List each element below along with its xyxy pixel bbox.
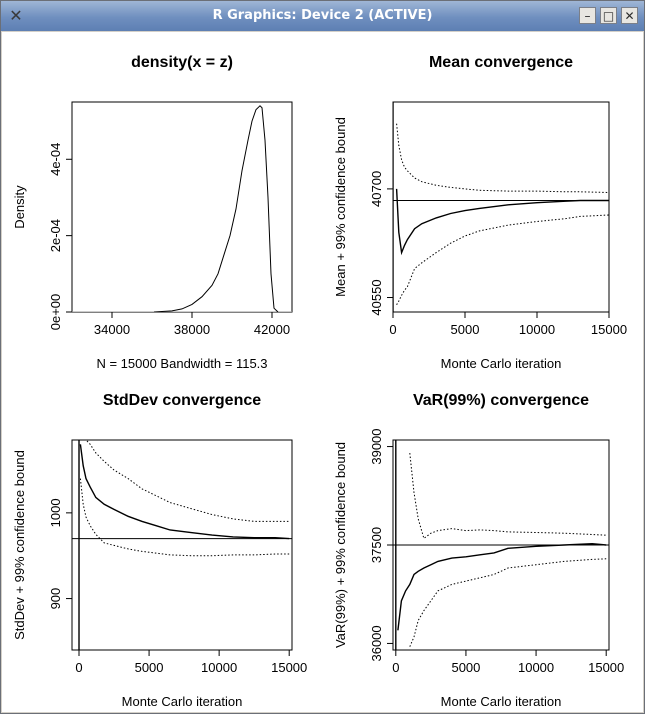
x-tick-label: 34000 bbox=[94, 322, 130, 337]
x-icon[interactable]: ✕ bbox=[9, 6, 23, 25]
minimize-icon: – bbox=[584, 9, 591, 23]
x-tick-label: 10000 bbox=[518, 660, 554, 675]
x-tick-label: 5000 bbox=[135, 660, 164, 675]
x-axis-label: Monte Carlo iteration bbox=[441, 356, 562, 371]
plot-content bbox=[393, 102, 609, 312]
upper-bound-line bbox=[409, 453, 607, 540]
upper-bound-line bbox=[396, 123, 609, 193]
upper-bound-line bbox=[80, 440, 290, 522]
y-tick-label: 0e+00 bbox=[48, 294, 63, 331]
y-tick-label: 4e-04 bbox=[48, 143, 63, 176]
y-axis-label: Density bbox=[12, 185, 27, 229]
density-line bbox=[153, 105, 279, 312]
y-tick-label: 37500 bbox=[369, 527, 384, 563]
lower-bound-line bbox=[396, 214, 609, 306]
plot-area: density(x = z) 34000 38000 42000 0e+00 2e-04 4… bbox=[2, 32, 643, 712]
y-tick-label: 900 bbox=[48, 588, 63, 610]
plot-frame bbox=[392, 101, 610, 313]
x-axis-label: N = 15000 Bandwidth = 115.3 bbox=[96, 356, 267, 371]
chart-title: Mean convergence bbox=[429, 54, 573, 71]
x-tick-label: 15000 bbox=[271, 660, 307, 675]
window-title: R Graphics: Device 2 (ACTIVE) bbox=[212, 8, 433, 23]
y-tick-label: 36000 bbox=[369, 625, 384, 661]
estimate-line bbox=[397, 542, 607, 631]
close-button[interactable]: ✕ bbox=[621, 7, 638, 24]
plot-content bbox=[72, 105, 292, 312]
x-tick-label: 38000 bbox=[174, 322, 210, 337]
plot-content bbox=[393, 440, 609, 650]
plot-frame bbox=[71, 101, 293, 313]
estimate-line bbox=[395, 188, 609, 256]
y-tick-label: 2e-04 bbox=[48, 219, 63, 252]
x-tick-label: 42000 bbox=[254, 322, 290, 337]
plot-frame bbox=[71, 439, 293, 651]
chart-title: StdDev convergence bbox=[103, 392, 261, 409]
maximize-button[interactable]: □ bbox=[600, 7, 617, 24]
close-icon: ✕ bbox=[624, 9, 635, 23]
lower-bound-line bbox=[79, 478, 290, 557]
x-tick-label: 5000 bbox=[451, 660, 480, 675]
chart-panel-3: StdDev convergence 0 5000 10000 15000 900 1000… bbox=[12, 392, 307, 709]
minimize-button[interactable]: – bbox=[579, 7, 596, 24]
x-tick-label: 15000 bbox=[588, 660, 624, 675]
x-tick-label: 15000 bbox=[591, 322, 627, 337]
y-tick-label: 40700 bbox=[369, 171, 384, 207]
y-axis-label: VaR(99%) + 99% confidence bound bbox=[333, 442, 348, 648]
x-tick-label: 10000 bbox=[201, 660, 237, 675]
y-axis-label: StdDev + 99% confidence bound bbox=[12, 450, 27, 640]
x-tick-label: 0 bbox=[389, 322, 396, 337]
chart-title: density(x = z) bbox=[131, 54, 233, 71]
chart-panel-2: Mean convergence 0 5000 10000 15000 40550 4070… bbox=[333, 54, 627, 371]
x-tick-label: 10000 bbox=[519, 322, 555, 337]
x-axis-label: Monte Carlo iteration bbox=[122, 694, 243, 709]
estimate-line bbox=[79, 444, 290, 540]
title-bar[interactable]: ✕ R Graphics: Device 2 (ACTIVE) – □ ✕ bbox=[1, 1, 644, 31]
chart-panel-1: density(x = z) 34000 38000 42000 0e+00 2e-04 4… bbox=[12, 54, 293, 371]
x-tick-label: 5000 bbox=[451, 322, 480, 337]
plot-content bbox=[72, 440, 292, 650]
x-tick-label: 0 bbox=[392, 660, 399, 675]
y-tick-label: 40550 bbox=[369, 279, 384, 315]
maximize-icon: □ bbox=[602, 9, 615, 23]
chart-title: VaR(99%) convergence bbox=[413, 392, 589, 409]
charts-canvas: density(x = z) 34000 38000 42000 0e+00 2e-04 4… bbox=[12, 54, 627, 709]
y-tick-label: 39000 bbox=[369, 428, 384, 464]
lower-bound-line bbox=[409, 558, 607, 647]
y-axis-label: Mean + 99% confidence bound bbox=[333, 117, 348, 297]
chart-panel-4: VaR(99%) convergence 0 5000 10000 15000 36000… bbox=[333, 392, 624, 709]
x-axis-label: Monte Carlo iteration bbox=[441, 694, 562, 709]
x-tick-label: 0 bbox=[75, 660, 82, 675]
y-tick-label: 1000 bbox=[48, 498, 63, 527]
